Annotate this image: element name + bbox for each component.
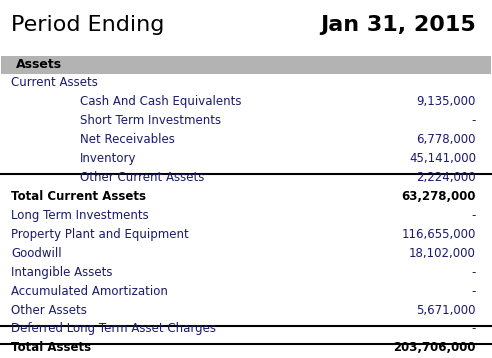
Text: Total Current Assets: Total Current Assets bbox=[11, 190, 146, 203]
Text: 116,655,000: 116,655,000 bbox=[401, 228, 476, 241]
Text: Long Term Investments: Long Term Investments bbox=[11, 209, 149, 222]
Text: -: - bbox=[471, 114, 476, 127]
Text: 203,706,000: 203,706,000 bbox=[394, 342, 476, 354]
Text: -: - bbox=[471, 323, 476, 335]
Text: Other Assets: Other Assets bbox=[11, 304, 87, 316]
Text: Deferred Long Term Asset Charges: Deferred Long Term Asset Charges bbox=[11, 323, 216, 335]
Text: -: - bbox=[471, 266, 476, 279]
Text: Assets: Assets bbox=[16, 58, 62, 71]
Text: Accumulated Amortization: Accumulated Amortization bbox=[11, 285, 168, 297]
Text: Period Ending: Period Ending bbox=[11, 15, 164, 35]
Text: Short Term Investments: Short Term Investments bbox=[80, 114, 221, 127]
Text: Other Current Assets: Other Current Assets bbox=[80, 171, 204, 184]
Text: Current Assets: Current Assets bbox=[11, 76, 98, 90]
Text: Intangible Assets: Intangible Assets bbox=[11, 266, 113, 279]
Bar bbox=[1, 56, 491, 74]
Text: 45,141,000: 45,141,000 bbox=[409, 152, 476, 165]
Text: -: - bbox=[471, 209, 476, 222]
Text: Cash And Cash Equivalents: Cash And Cash Equivalents bbox=[80, 95, 241, 108]
Text: 18,102,000: 18,102,000 bbox=[409, 247, 476, 260]
Text: Inventory: Inventory bbox=[80, 152, 136, 165]
Text: 6,778,000: 6,778,000 bbox=[416, 133, 476, 146]
Text: 5,671,000: 5,671,000 bbox=[416, 304, 476, 316]
Text: Goodwill: Goodwill bbox=[11, 247, 62, 260]
Text: 9,135,000: 9,135,000 bbox=[417, 95, 476, 108]
Text: 2,224,000: 2,224,000 bbox=[416, 171, 476, 184]
Text: -: - bbox=[471, 285, 476, 297]
Text: Total Assets: Total Assets bbox=[11, 342, 92, 354]
Text: Jan 31, 2015: Jan 31, 2015 bbox=[320, 15, 476, 35]
Text: 63,278,000: 63,278,000 bbox=[401, 190, 476, 203]
Text: Property Plant and Equipment: Property Plant and Equipment bbox=[11, 228, 189, 241]
Text: Net Receivables: Net Receivables bbox=[80, 133, 175, 146]
